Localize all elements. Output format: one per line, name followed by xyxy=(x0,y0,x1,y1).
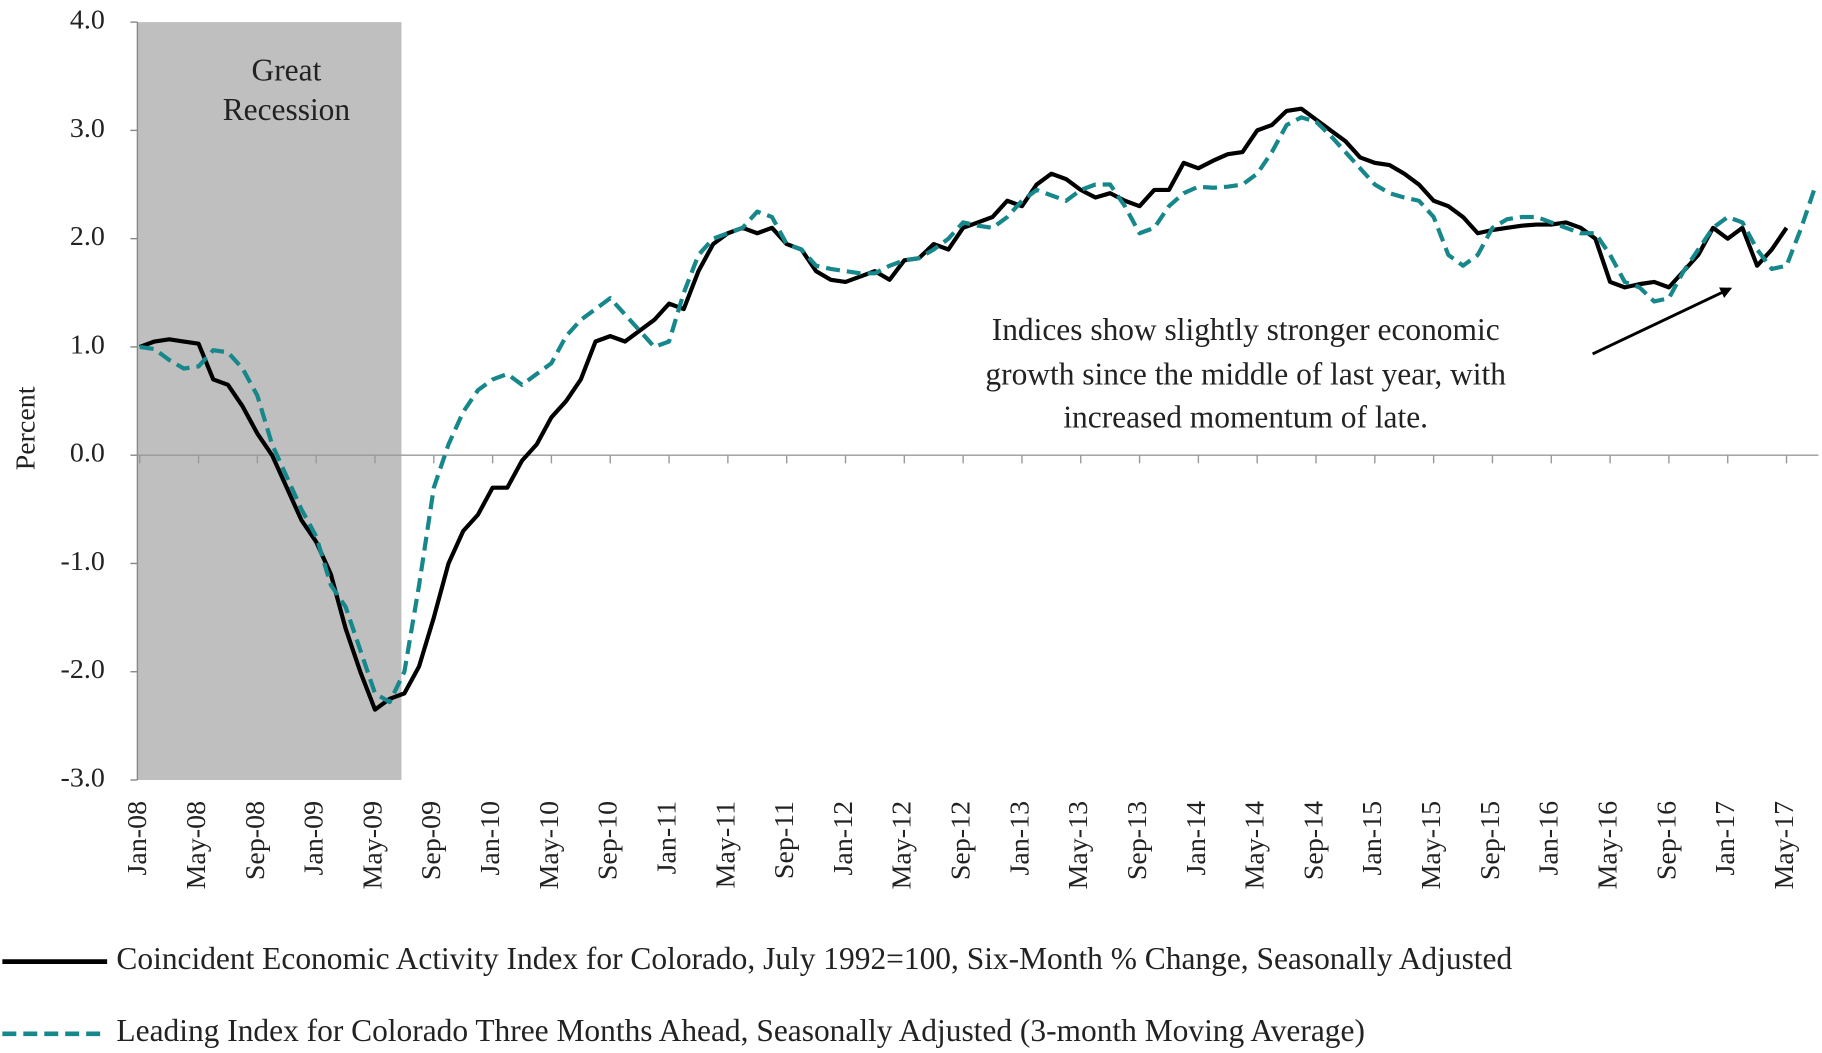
shade-label: Recession xyxy=(223,92,351,127)
annotation: growth since the middle of last year, wi… xyxy=(985,356,1506,391)
x-tick-label: Sep-11 xyxy=(769,801,800,879)
y-tick-label: 0.0 xyxy=(70,438,105,469)
x-tick-label: May-08 xyxy=(181,801,212,889)
x-tick-label: Sep-10 xyxy=(593,801,624,880)
x-tick-label: May-14 xyxy=(1240,801,1271,889)
x-tick-label: Sep-14 xyxy=(1298,801,1329,880)
y-tick-label: 4.0 xyxy=(70,5,105,36)
x-tick-label: Sep-13 xyxy=(1122,801,1153,880)
x-tick-label: Jan-12 xyxy=(828,801,859,875)
x-tick-label: May-16 xyxy=(1592,801,1623,889)
recession-shade xyxy=(137,22,402,781)
x-tick-label: Jan-10 xyxy=(475,801,506,875)
x-tick-label: Sep-15 xyxy=(1475,801,1506,880)
series-line xyxy=(139,106,1789,712)
annotation: Indices show slightly stronger economic xyxy=(992,312,1500,347)
x-tick-label: Jan-13 xyxy=(1004,801,1035,875)
x-tick-label: May-10 xyxy=(534,801,565,889)
x-tick-label: May-12 xyxy=(887,801,918,889)
x-tick-label: Jan-11 xyxy=(651,801,682,874)
legend-label: Coincident Economic Activity Index for C… xyxy=(116,941,1512,976)
x-tick-label: May-15 xyxy=(1416,801,1447,889)
x-tick-label: Jan-08 xyxy=(122,801,153,875)
legend-label: Leading Index for Colorado Three Months … xyxy=(116,1013,1364,1048)
series-line xyxy=(139,115,1818,705)
y-tick-label: -1.0 xyxy=(61,546,105,577)
x-tick-label: Jan-16 xyxy=(1534,801,1565,876)
y-tick-label: -2.0 xyxy=(61,654,105,685)
x-tick-label: May-09 xyxy=(357,801,388,889)
x-tick-label: May-11 xyxy=(710,801,741,888)
x-tick-label: Sep-16 xyxy=(1651,801,1682,880)
x-tick-label: Jan-15 xyxy=(1357,801,1388,875)
y-axis-label: Percent xyxy=(10,386,41,470)
x-tick-label: Sep-12 xyxy=(946,801,977,880)
x-tick-label: Jan-17 xyxy=(1710,801,1741,876)
x-tick-label: Jan-14 xyxy=(1181,801,1212,876)
annotation: increased momentum of late. xyxy=(1063,399,1428,434)
y-tick-label: -3.0 xyxy=(61,762,105,793)
x-tick-label: May-13 xyxy=(1063,801,1094,889)
x-tick-label: May-17 xyxy=(1769,801,1800,889)
y-tick-label: 2.0 xyxy=(70,221,105,252)
x-tick-label: Sep-08 xyxy=(240,801,271,880)
y-tick-label: 1.0 xyxy=(70,329,105,360)
shade-label: Great xyxy=(252,53,322,88)
x-tick-label: Jan-09 xyxy=(299,801,330,875)
x-tick-label: Sep-09 xyxy=(416,801,447,880)
y-tick-label: 3.0 xyxy=(70,113,105,144)
annotation-arrow xyxy=(1592,287,1733,356)
